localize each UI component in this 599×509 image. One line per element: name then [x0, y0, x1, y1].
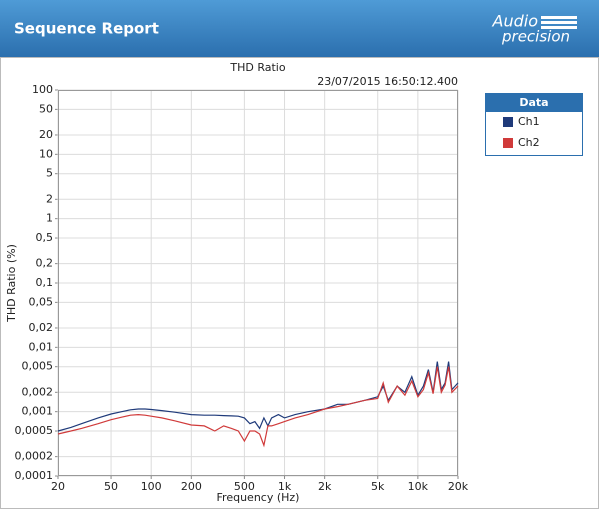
- x-tick-label: 20k: [448, 480, 469, 493]
- y-axis-label: THD Ratio (%): [5, 244, 18, 323]
- y-tick-label: 0,005: [22, 360, 54, 373]
- legend-label: Ch2: [518, 136, 540, 149]
- series-line: [57, 366, 459, 448]
- x-tick-label: 2k: [318, 480, 332, 493]
- timestamp: 23/07/2015 16:50:12.400: [317, 75, 458, 88]
- x-tick-label: 20: [51, 480, 65, 493]
- legend-title: Data: [519, 96, 548, 109]
- y-tick-label: 0,05: [29, 295, 54, 308]
- y-tick-label: 20: [39, 128, 53, 141]
- x-axis-label: Frequency (Hz): [217, 491, 300, 504]
- x-tick-label: 100: [141, 480, 162, 493]
- x-tick-label: 1k: [278, 480, 292, 493]
- y-tick-label: 0,01: [29, 340, 54, 353]
- header-bar: [0, 0, 599, 57]
- logo-bars: [541, 16, 577, 29]
- logo-bottom: precision: [501, 28, 570, 46]
- y-tick-label: 0,0005: [15, 424, 54, 437]
- legend-label: Ch1: [518, 115, 540, 128]
- chart-title: THD Ratio: [229, 61, 285, 74]
- plot-frame: [58, 90, 458, 476]
- x-tick-label: 50: [104, 480, 118, 493]
- y-tick-label: 0,0002: [15, 450, 54, 463]
- header-title: Sequence Report: [14, 20, 159, 38]
- y-tick-label: 0,02: [29, 321, 54, 334]
- y-tick-label: 0,5: [36, 231, 54, 244]
- y-tick-label: 0,0001: [15, 469, 54, 482]
- y-tick-label: 5: [46, 167, 53, 180]
- y-tick-label: 2: [46, 192, 53, 205]
- y-tick-label: 0,1: [36, 276, 54, 289]
- y-tick-label: 0,001: [22, 405, 54, 418]
- y-tick-label: 0,2: [36, 257, 54, 270]
- y-tick-label: 1: [46, 212, 53, 225]
- legend-swatch: [503, 117, 513, 127]
- x-tick-label: 200: [181, 480, 202, 493]
- y-tick-label: 0,002: [22, 385, 54, 398]
- x-tick-label: 5k: [371, 480, 385, 493]
- y-tick-label: 50: [39, 102, 53, 115]
- y-tick-label: 100: [32, 83, 53, 96]
- x-tick-label: 10k: [408, 480, 429, 493]
- series-line: [57, 361, 459, 432]
- legend-swatch: [503, 138, 513, 148]
- logo-top: Audio: [492, 12, 539, 31]
- y-tick-label: 10: [39, 147, 53, 160]
- x-tick-label: 500: [234, 480, 255, 493]
- legend-header: [486, 94, 582, 112]
